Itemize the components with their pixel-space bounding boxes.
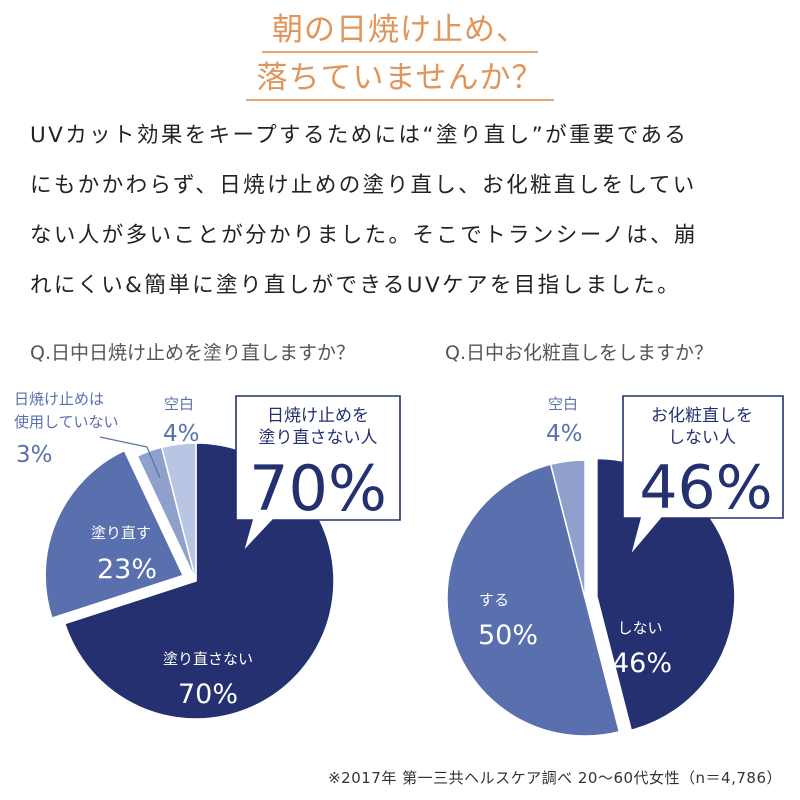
- title-line-1: 朝の日焼け止め、: [0, 4, 800, 53]
- footnote: ※2017年 第一三共ヘルスケア調べ 20〜60代女性（n＝4,786）: [328, 769, 782, 787]
- slice-value: 50%: [478, 620, 538, 651]
- callout-value: 70%: [249, 452, 387, 525]
- slice-label: 空白: [164, 395, 194, 413]
- pie-slice-1-2: [44, 449, 185, 620]
- pie-slice-2-2: [445, 463, 621, 737]
- slice-label: 塗り直さない: [163, 650, 253, 668]
- slice-value: 4%: [546, 421, 583, 447]
- callout-box: [622, 395, 784, 557]
- intro-line-3: ない人が多いことが分かりました。そこでトランシーノは、崩: [30, 223, 698, 248]
- callout-text: お化粧直しを: [651, 406, 753, 426]
- slice-value: 3%: [16, 442, 53, 468]
- intro-line-4: れにくい&簡単に塗り直しができるUVケアを目指しました。: [30, 273, 682, 298]
- callout-text: 日焼け止めを: [267, 406, 369, 426]
- slice-label: 日焼け止めは: [14, 390, 104, 408]
- slice-label: 使用していない: [14, 413, 119, 431]
- callout-box: [235, 395, 401, 553]
- callout-text: 塗り直さない人: [259, 427, 378, 448]
- slice-value: 70%: [178, 679, 238, 710]
- callout-text: しない人: [668, 428, 736, 448]
- pie-slice-2-3: [549, 459, 586, 599]
- pie-slice-1-4: [160, 442, 197, 582]
- slice-label: しない: [617, 619, 662, 637]
- title-line-2: 落ちていませんか？: [0, 52, 800, 101]
- callout-value: 46%: [639, 453, 772, 523]
- intro-line-2: にもかかわらず、日焼け止めの塗り直し、お化粧直しをしてい: [30, 173, 697, 198]
- chart1-question: Q.日中日焼け止めを塗り直しますか？: [30, 342, 355, 364]
- slice-label: する: [479, 591, 509, 609]
- leader-line: [99, 436, 148, 448]
- chart2-pie: [445, 457, 736, 737]
- intro-line-1: UVカット効果をキープするためには“塗り直し”が重要である: [30, 123, 689, 148]
- chart2-question: Q.日中お化粧直しをしますか？: [445, 342, 713, 364]
- slice-label: 塗り直す: [91, 524, 151, 542]
- slice-value: 4%: [163, 421, 200, 447]
- leader-line: [146, 446, 161, 479]
- slice-value: 46%: [612, 648, 672, 679]
- slice-value: 23%: [97, 554, 157, 585]
- slice-label: 空白: [548, 395, 578, 413]
